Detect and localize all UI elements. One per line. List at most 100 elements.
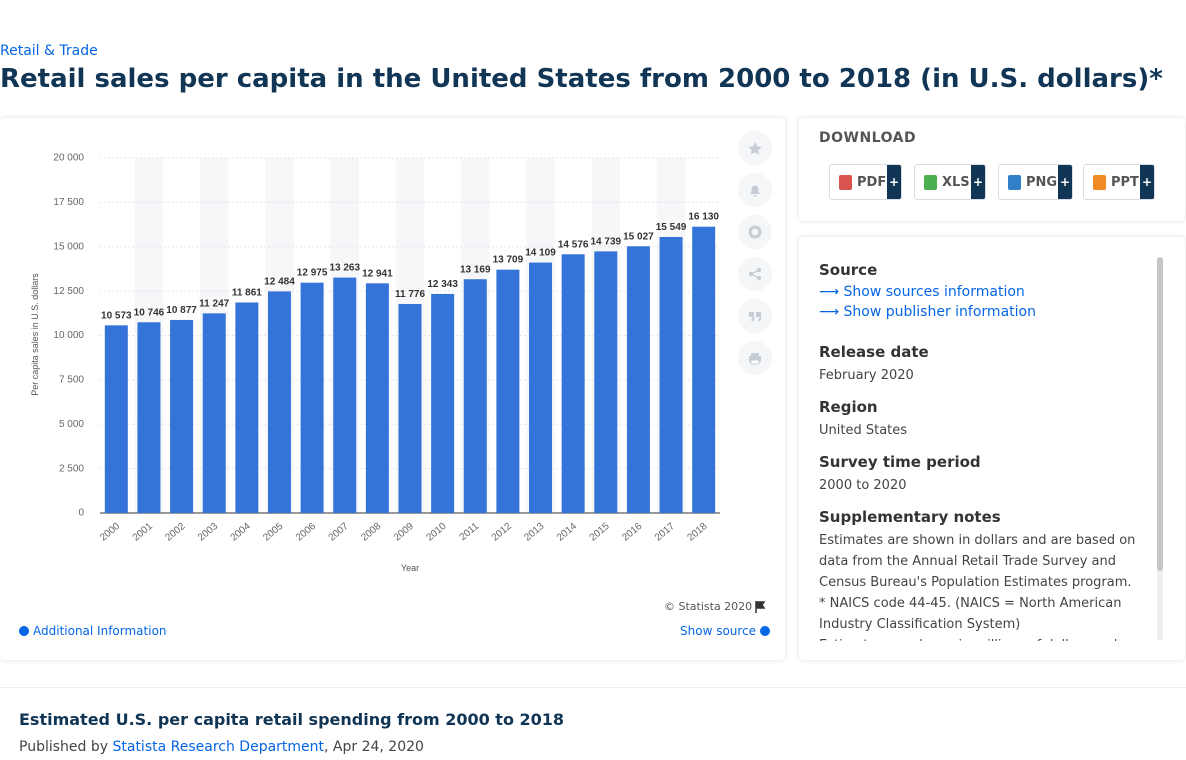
file-icon: [1008, 174, 1021, 190]
scroll-thumb[interactable]: [1157, 257, 1163, 571]
region: United States: [819, 423, 908, 438]
print-button[interactable]: [738, 341, 772, 375]
published-date: , Apr 24, 2020: [324, 739, 424, 755]
y-tick-label: 5 000: [59, 419, 84, 430]
bar: [561, 254, 585, 513]
download-more[interactable]: +: [1140, 165, 1154, 199]
additional-info-link[interactable]: Additional Information: [19, 624, 167, 638]
x-axis-label: Year: [401, 563, 419, 573]
source-heading: Source: [819, 261, 878, 279]
download-more[interactable]: +: [971, 165, 985, 199]
chart-card: [0, 118, 785, 660]
bar: [431, 293, 455, 513]
bar: [202, 313, 226, 513]
x-tick-label: 2004: [229, 521, 253, 544]
notes: Estimates are shown in millions of dolla…: [819, 635, 1139, 641]
copyright: © Statista 2020: [664, 600, 753, 613]
x-tick-label: 2001: [131, 521, 155, 544]
file-icon: [839, 174, 852, 190]
share-button[interactable]: [738, 257, 772, 291]
x-tick-label: 2014: [555, 521, 579, 544]
breadcrumb[interactable]: Retail & Trade: [0, 43, 98, 59]
value-label: 12 343: [427, 279, 458, 290]
bar: [496, 269, 520, 513]
published-line: Published by Statista Research Departmen…: [19, 739, 424, 755]
download-button[interactable]: PNG +: [998, 164, 1073, 200]
details-card: Source ⟶ Show sources information ⟶ Show…: [799, 237, 1185, 660]
flag-icon[interactable]: [753, 600, 767, 614]
period: 2000 to 2020: [819, 478, 907, 493]
download-label[interactable]: PPT: [1111, 174, 1139, 190]
download-button[interactable]: XLS +: [914, 164, 986, 200]
bar: [300, 282, 324, 513]
bar: [463, 279, 487, 513]
value-label: 13 263: [329, 263, 360, 274]
notes: Estimates are shown in dollars and are b…: [819, 533, 1136, 632]
download-button[interactable]: PDF +: [829, 164, 902, 200]
notes-heading: Supplementary notes: [819, 508, 1001, 526]
bar: [659, 237, 683, 513]
x-tick-label: 2008: [359, 521, 383, 544]
value-label: 13 709: [493, 255, 524, 266]
x-tick-label: 2015: [588, 521, 612, 544]
favorite-button[interactable]: [738, 131, 772, 165]
x-tick-label: 2005: [261, 521, 285, 544]
publisher-link-text[interactable]: Show publisher information: [843, 304, 1036, 320]
alert-button[interactable]: [738, 173, 772, 207]
show-source-link[interactable]: Show source: [680, 624, 771, 638]
download-more[interactable]: +: [1058, 165, 1072, 199]
value-label: 12 975: [297, 268, 328, 279]
release-heading: Release date: [819, 343, 929, 361]
file-icon: [924, 174, 937, 190]
settings-button[interactable]: [738, 215, 772, 249]
x-tick-label: 2018: [685, 521, 709, 544]
value-label: 14 739: [590, 236, 621, 247]
additional-info-text[interactable]: Additional Information: [33, 624, 167, 638]
period-heading: Survey time period: [819, 453, 981, 471]
bar: [398, 303, 422, 513]
x-tick-label: 2011: [458, 521, 482, 544]
value-label: 11 776: [395, 289, 425, 300]
download-label[interactable]: PDF: [857, 174, 887, 190]
y-tick-label: 17 500: [53, 197, 84, 208]
chart: 0 2 500 5 000 7 500 10 000 12 500 15 000 17 500…: [30, 153, 720, 573]
bar: [333, 277, 357, 513]
x-tick-label: 2002: [163, 521, 187, 544]
bar: [365, 283, 389, 513]
x-tick-label: 2016: [620, 521, 644, 544]
y-tick-label: 15 000: [53, 241, 84, 252]
publisher-link[interactable]: ⟶ Show publisher information: [819, 304, 1036, 320]
value-label: 14 109: [525, 248, 556, 259]
bar: [594, 251, 618, 513]
show-source-text[interactable]: Show source: [680, 624, 757, 638]
source-link[interactable]: ⟶ Show sources information: [819, 284, 1025, 300]
y-tick-label: 0: [78, 508, 84, 519]
divider: [0, 687, 1186, 688]
value-label: 15 027: [623, 231, 654, 242]
value-label: 10 573: [101, 310, 132, 321]
value-label: 12 484: [264, 276, 295, 287]
value-label: 10 746: [134, 307, 165, 318]
source-link-text[interactable]: Show sources information: [843, 284, 1025, 300]
value-label: 15 549: [656, 222, 687, 233]
bar: [137, 322, 161, 513]
download-label[interactable]: PNG: [1026, 174, 1058, 190]
download-label[interactable]: XLS: [942, 174, 970, 190]
download-more[interactable]: +: [887, 165, 901, 199]
download-heading: DOWNLOAD: [819, 130, 917, 146]
bar: [235, 302, 259, 513]
author-link[interactable]: Statista Research Department: [112, 739, 325, 755]
x-tick-label: 2012: [490, 521, 514, 544]
x-tick-label: 2009: [392, 521, 416, 544]
bar: [267, 291, 291, 513]
x-tick-label: 2003: [196, 521, 220, 544]
bottom-heading: Estimated U.S. per capita retail spendin…: [19, 710, 565, 729]
x-tick-label: 2017: [653, 521, 677, 544]
value-label: 13 169: [460, 264, 491, 275]
page-title: Retail sales per capita in the United St…: [0, 64, 1163, 94]
y-tick-label: 12 500: [53, 286, 84, 297]
bar: [170, 319, 194, 513]
download-button[interactable]: PPT +: [1083, 164, 1155, 200]
cite-button[interactable]: [738, 299, 772, 333]
